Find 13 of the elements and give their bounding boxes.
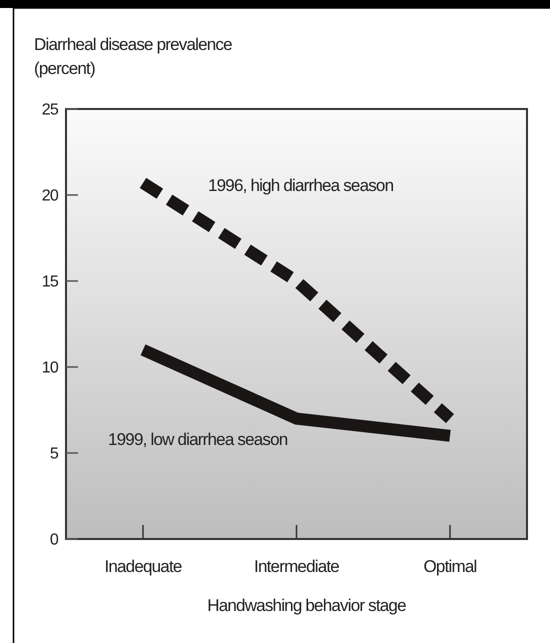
- x-tick-label: Intermediate: [254, 557, 340, 576]
- x-tick-label: Optimal: [424, 557, 476, 576]
- y-tick-label: 5: [50, 446, 59, 463]
- y-tick-label: 0: [50, 532, 59, 549]
- y-tick-label: 15: [42, 274, 59, 291]
- y-tick-label: 25: [42, 102, 59, 119]
- y-tick-label: 10: [42, 360, 59, 377]
- series-label: 1996, high diarrhea season: [208, 176, 394, 195]
- x-tick-label: Inadequate: [104, 557, 182, 576]
- series-label: 1999, low diarrhea season: [108, 430, 288, 449]
- y-axis-title: Diarrheal disease prevalence (percent): [34, 35, 232, 78]
- y-tick-label: 20: [42, 188, 59, 205]
- x-axis-title: Handwashing behavior stage: [207, 596, 406, 615]
